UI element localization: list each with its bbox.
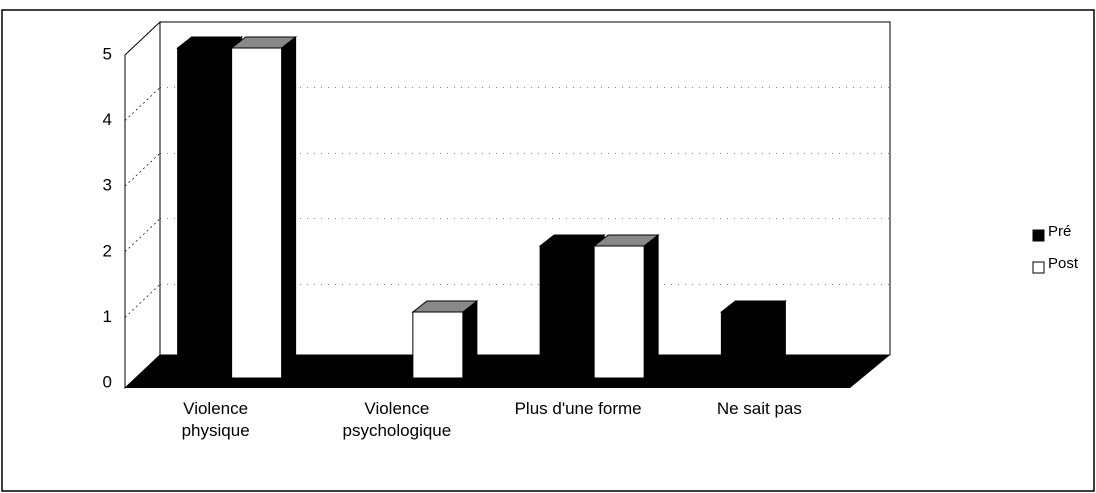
bar xyxy=(719,299,787,380)
y-tick-label: 3 xyxy=(103,176,112,195)
bar xyxy=(411,299,479,380)
grid-line xyxy=(124,284,161,318)
legend-swatch xyxy=(1032,261,1045,274)
grid-line xyxy=(124,87,161,121)
y-tick-label: 2 xyxy=(103,241,112,260)
bar xyxy=(230,35,298,380)
x-tick-label: Ne sait pas xyxy=(716,399,802,418)
y-tick-label: 0 xyxy=(103,372,112,391)
bar-front xyxy=(231,47,283,379)
bar-front xyxy=(177,47,229,379)
bar-side xyxy=(643,233,659,380)
x-tick-label: Plus d'une forme xyxy=(514,399,642,418)
bar xyxy=(592,233,660,380)
bar-front xyxy=(720,311,772,379)
grid-line xyxy=(124,218,161,253)
y-tick-label: 5 xyxy=(103,44,112,63)
bar-side xyxy=(281,35,297,380)
legend-label: Pré xyxy=(1048,223,1071,240)
bar-side xyxy=(462,299,478,380)
x-tick-label: Violence physique xyxy=(181,399,250,440)
floor xyxy=(125,355,890,388)
y-tick-label: 4 xyxy=(103,110,112,129)
x-tick-label: Violence psychologique xyxy=(342,399,452,440)
bar-front xyxy=(412,311,464,379)
bar-front xyxy=(593,245,645,379)
legend-label: Post xyxy=(1048,255,1079,272)
grid-line xyxy=(124,21,161,56)
side-wall xyxy=(124,20,161,390)
bar-side xyxy=(770,299,786,380)
bar-front xyxy=(539,245,591,379)
grid-line xyxy=(124,152,161,187)
y-tick-label: 1 xyxy=(103,307,112,326)
legend-swatch xyxy=(1032,229,1045,242)
